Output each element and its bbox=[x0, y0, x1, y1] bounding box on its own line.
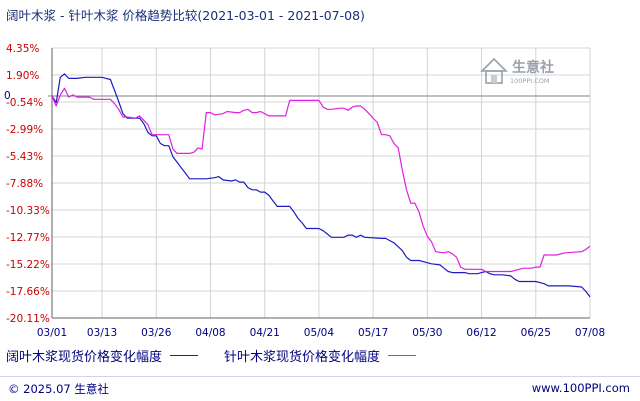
y-tick-label: -10.33% bbox=[6, 205, 50, 217]
watermark-domain: 100PPI.COM bbox=[510, 77, 550, 85]
legend-label-series2: 针叶木浆现货价格变化幅度 bbox=[224, 350, 381, 365]
watermark-logo: 生意社 100PPI.COM bbox=[480, 57, 554, 85]
legend-label-series1: 阔叶木浆现货价格变化幅度 bbox=[6, 350, 163, 365]
x-tick-label: 06/12 bbox=[466, 327, 496, 339]
x-tick-label: 04/08 bbox=[195, 327, 225, 339]
y-tick-label: -7.88% bbox=[6, 178, 43, 190]
x-tick-label: 05/17 bbox=[358, 327, 388, 339]
x-tick-label: 07/08 bbox=[575, 327, 605, 339]
axes bbox=[48, 48, 590, 319]
y-tick-label: -12.77% bbox=[6, 232, 50, 244]
series-lines bbox=[51, 73, 591, 298]
chart-title: 阔叶木浆 - 针叶木浆 价格趋势比较(2021-03-01 - 2021-07-… bbox=[6, 8, 365, 23]
house-icon bbox=[480, 57, 508, 84]
series-line-2 bbox=[51, 87, 591, 273]
legend-swatch-series1 bbox=[170, 355, 199, 356]
series-line-1 bbox=[51, 73, 591, 298]
y-tick-label: -2.99% bbox=[6, 124, 43, 136]
legend-swatch-series2 bbox=[388, 355, 417, 356]
x-tick-label: 04/21 bbox=[250, 327, 280, 339]
legend: 阔叶木浆现货价格变化幅度 针叶木浆现货价格变化幅度 bbox=[6, 346, 442, 365]
y-tick-label: -15.22% bbox=[6, 259, 50, 271]
y-tick-label: 4.35% bbox=[6, 43, 39, 55]
y-tick-label: -20.11% bbox=[6, 313, 50, 325]
y-tick-label: 1.90% bbox=[6, 70, 39, 82]
x-tick-label: 06/25 bbox=[521, 327, 551, 339]
tick-labels: 4.35% 1.90% -0.54% -2.99% -5.43% -7.88% -10.33… bbox=[4, 43, 605, 339]
x-tick-label: 03/26 bbox=[141, 327, 172, 339]
x-tick-label: 03/13 bbox=[87, 327, 117, 339]
watermark-name: 生意社 bbox=[512, 59, 554, 76]
footer: © 2025.07 生意社 www.100PPI.com bbox=[0, 376, 640, 401]
x-tick-label: 05/30 bbox=[412, 327, 442, 339]
zero-label: 0 bbox=[4, 90, 11, 102]
y-tick-label: -5.43% bbox=[6, 151, 43, 163]
legend-item-series2: 针叶木浆现货价格变化幅度 bbox=[224, 346, 417, 365]
y-tick-label: -17.66% bbox=[6, 286, 50, 298]
y-tick-label: -0.54% bbox=[6, 97, 43, 109]
x-tick-label: 05/04 bbox=[304, 327, 335, 339]
footer-copyright: © 2025.07 生意社 bbox=[8, 382, 109, 396]
legend-item-series1: 阔叶木浆现货价格变化幅度 bbox=[6, 346, 199, 365]
footer-site-link[interactable]: www.100PPI.com bbox=[531, 381, 630, 395]
x-tick-label: 03/01 bbox=[37, 327, 67, 339]
